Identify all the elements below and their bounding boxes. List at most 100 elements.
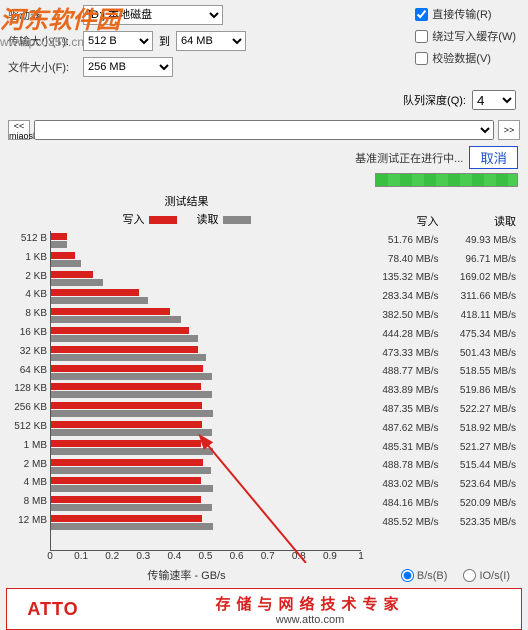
table-row: 283.34 MB/s311.66 MB/s <box>367 287 522 306</box>
cell-read: 518.92 MB/s <box>445 423 523 434</box>
file-size-select[interactable]: 256 MB <box>83 57 173 77</box>
write-bar <box>51 327 189 334</box>
verify-checkbox[interactable] <box>415 52 428 65</box>
write-bar <box>51 233 67 240</box>
bar-row: 64 KB <box>51 363 361 382</box>
xfer-to-label: 到 <box>159 33 170 49</box>
write-bar <box>51 421 202 428</box>
chart-legend: 写入 读取 <box>6 211 367 227</box>
cell-write: 78.40 MB/s <box>367 254 445 265</box>
bar-row: 1 MB <box>51 438 361 457</box>
write-bar <box>51 365 203 372</box>
bar-ylabel: 16 KB <box>7 327 47 338</box>
snapshot-next-button[interactable]: >> <box>498 120 520 140</box>
cell-write: 487.62 MB/s <box>367 423 445 434</box>
legend-read-label: 读取 <box>197 214 219 226</box>
bar-row: 32 KB <box>51 344 361 363</box>
write-bar <box>51 459 203 466</box>
cell-write: 483.02 MB/s <box>367 479 445 490</box>
drive-label: 驱动器 <box>8 7 83 23</box>
read-bar <box>51 316 181 323</box>
queue-depth-label: 队列深度(Q): <box>403 92 466 108</box>
cell-write: 485.31 MB/s <box>367 442 445 453</box>
cell-read: 501.43 MB/s <box>445 348 523 359</box>
bar-row: 1 KB <box>51 250 361 269</box>
unit-bs-radio[interactable] <box>401 569 414 582</box>
xtick: 0.6 <box>230 551 244 562</box>
direct-checkbox[interactable] <box>415 8 428 21</box>
table-row: 51.76 MB/s49.93 MB/s <box>367 231 522 250</box>
legend-read-swatch <box>223 216 251 224</box>
write-bar <box>51 496 201 503</box>
drive-select[interactable]: [D:] 本地磁盘 <box>83 5 223 25</box>
cell-write: 51.76 MB/s <box>367 235 445 246</box>
bar-row: 256 KB <box>51 400 361 419</box>
table-row: 487.35 MB/s522.27 MB/s <box>367 400 522 419</box>
table-hdr-write: 写入 <box>367 213 445 229</box>
bar-ylabel: 8 MB <box>7 496 47 507</box>
xtick: 1 <box>358 551 364 562</box>
xtick: 0 <box>47 551 53 562</box>
cell-write: 444.28 MB/s <box>367 329 445 340</box>
write-bar <box>51 308 170 315</box>
progress-bar <box>375 173 518 187</box>
read-bar <box>51 523 213 530</box>
bar-row: 4 KB <box>51 287 361 306</box>
bar-row: 8 KB <box>51 306 361 325</box>
table-row: 473.33 MB/s501.43 MB/s <box>367 344 522 363</box>
footer: ATTO 存储与网络技术专家 www.atto.com <box>6 588 522 630</box>
write-bar <box>51 515 202 522</box>
read-bar <box>51 467 211 474</box>
verify-label: 校验数据(V) <box>432 50 491 66</box>
cell-write: 382.50 MB/s <box>367 310 445 321</box>
cell-read: 475.34 MB/s <box>445 329 523 340</box>
read-bar <box>51 410 213 417</box>
bar-ylabel: 2 MB <box>7 459 47 470</box>
read-bar <box>51 297 148 304</box>
direct-label: 直接传输(R) <box>432 6 491 22</box>
bypass-label: 绕过写入缓存(W) <box>432 28 516 44</box>
footer-url: www.atto.com <box>99 614 521 626</box>
footer-slogan: 存储与网络技术专家 <box>99 593 521 614</box>
table-row: 78.40 MB/s96.71 MB/s <box>367 250 522 269</box>
cell-write: 135.32 MB/s <box>367 272 445 283</box>
snapshot-prev-button[interactable]: << miaoshu <box>8 120 30 140</box>
bar-ylabel: 2 KB <box>7 271 47 282</box>
bar-ylabel: 12 MB <box>7 515 47 526</box>
cell-read: 96.71 MB/s <box>445 254 523 265</box>
bar-ylabel: 128 KB <box>7 383 47 394</box>
table-row: 485.52 MB/s523.35 MB/s <box>367 513 522 532</box>
bar-ylabel: 32 KB <box>7 346 47 357</box>
bar-ylabel: 1 MB <box>7 440 47 451</box>
cell-read: 519.86 MB/s <box>445 385 523 396</box>
read-bar <box>51 504 212 511</box>
status-text: 基准测试正在进行中... <box>355 150 463 166</box>
read-bar <box>51 429 212 436</box>
write-bar <box>51 346 198 353</box>
cell-read: 49.93 MB/s <box>445 235 523 246</box>
read-bar <box>51 335 198 342</box>
cell-write: 473.33 MB/s <box>367 348 445 359</box>
read-bar <box>51 485 213 492</box>
xfer-to-select[interactable]: 64 MB <box>176 31 246 51</box>
cell-read: 521.27 MB/s <box>445 442 523 453</box>
cell-write: 484.16 MB/s <box>367 498 445 509</box>
bar-ylabel: 4 MB <box>7 477 47 488</box>
write-bar <box>51 252 75 259</box>
snapshot-select[interactable] <box>34 120 494 140</box>
bar-ylabel: 512 KB <box>7 421 47 432</box>
cell-write: 488.78 MB/s <box>367 460 445 471</box>
cancel-button[interactable]: 取消 <box>469 146 518 169</box>
queue-depth-select[interactable]: 4 <box>472 90 516 110</box>
read-bar <box>51 279 103 286</box>
cell-write: 488.77 MB/s <box>367 366 445 377</box>
write-bar <box>51 402 202 409</box>
xtick: 0.3 <box>136 551 150 562</box>
write-bar <box>51 289 139 296</box>
unit-ios-radio[interactable] <box>463 569 476 582</box>
xtick: 0.9 <box>323 551 337 562</box>
bypass-checkbox[interactable] <box>415 30 428 43</box>
bar-row: 512 B <box>51 231 361 250</box>
table-row: 135.32 MB/s169.02 MB/s <box>367 269 522 288</box>
xfer-from-select[interactable]: 512 B <box>83 31 153 51</box>
